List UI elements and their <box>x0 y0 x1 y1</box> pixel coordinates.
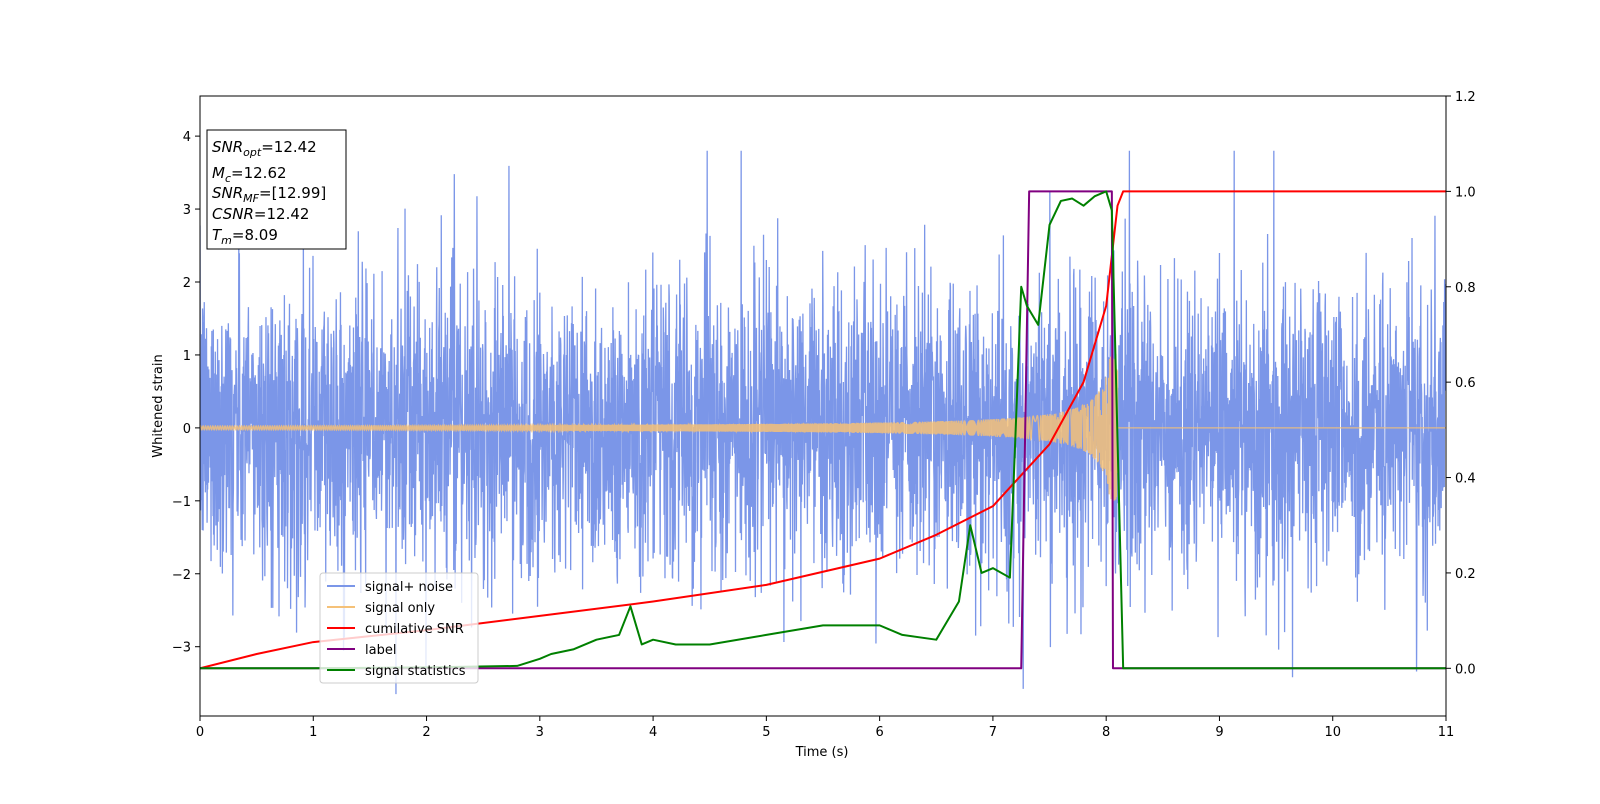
svg-text:signal statistics: signal statistics <box>365 664 466 679</box>
y-axis-left: −3 −2 −1 0 1 2 3 4 <box>172 130 200 656</box>
y-right-tick-label-5: 1.0 <box>1455 185 1476 200</box>
svg-text:label: label <box>365 643 396 658</box>
x-tick-label-5: 5 <box>762 725 770 740</box>
y-right-tick-label-1: 0.2 <box>1455 567 1476 582</box>
y-left-tick-label-6: 3 <box>183 203 191 218</box>
y-right-tick-label-6: 1.2 <box>1455 90 1476 105</box>
info-tm: Tm=8.09 <box>212 226 278 247</box>
legend-entry-label: label <box>327 643 396 658</box>
legend-entry-signal-statistics: signal statistics <box>327 664 466 679</box>
info-snr-opt: SNRopt=12.42 <box>212 138 317 159</box>
x-tick-label-11: 11 <box>1438 725 1455 740</box>
y-right-tick-label-2: 0.4 <box>1455 472 1476 487</box>
info-snr-mf: SNRMF=[12.99] <box>212 184 326 205</box>
x-tick-label-1: 1 <box>309 725 317 740</box>
y-left-tick-label-4: 1 <box>183 349 191 364</box>
x-tick-label-0: 0 <box>196 725 204 740</box>
x-tick-label-4: 4 <box>649 725 657 740</box>
info-mc: Mc=12.62 <box>212 164 287 185</box>
series-signal-only-line <box>200 356 1446 501</box>
y-left-tick-label-2: −1 <box>172 495 191 510</box>
x-tick-label-6: 6 <box>875 725 883 740</box>
x-axis-label: Time (s) <box>795 745 849 760</box>
y-left-tick-label-3: 0 <box>183 422 191 437</box>
y-left-tick-label-5: 2 <box>183 276 191 291</box>
series-signal-statistics-line <box>200 190 1446 670</box>
svg-text:signal only: signal only <box>365 601 435 616</box>
legend: signal+ noise signal only cumilative SNR… <box>319 572 479 684</box>
info-box: SNRopt=12.42 Mc=12.62 SNRMF=[12.99] CSNR… <box>206 129 347 250</box>
x-tick-label-10: 10 <box>1324 725 1341 740</box>
y-left-tick-label-0: −3 <box>172 641 191 656</box>
x-tick-label-3: 3 <box>536 725 544 740</box>
y-right-tick-label-3: 0.6 <box>1455 376 1476 391</box>
legend-entry-signal-only: signal only <box>327 601 435 616</box>
x-axis: 0 1 2 3 4 5 6 7 8 9 10 11 <box>196 716 1454 740</box>
y-axis-right: 0.0 0.2 0.4 0.6 0.8 1.0 1.2 <box>1446 90 1476 677</box>
x-tick-label-7: 7 <box>989 725 997 740</box>
x-tick-label-9: 9 <box>1215 725 1223 740</box>
legend-entry-cumulative-snr: cumilative SNR <box>327 622 464 637</box>
y-axis-label: Whitened strain <box>151 354 166 457</box>
legend-entry-signal-noise: signal+ noise <box>327 580 453 595</box>
y-left-tick-label-1: −2 <box>172 568 191 583</box>
svg-text:signal+ noise: signal+ noise <box>365 580 453 595</box>
x-tick-label-8: 8 <box>1102 725 1110 740</box>
series-signal-noise-line <box>200 150 1446 695</box>
info-csnr: CSNR=12.42 <box>212 205 309 223</box>
y-right-tick-label-4: 0.8 <box>1455 281 1476 296</box>
plot-frame <box>199 95 1447 717</box>
y-left-tick-label-7: 4 <box>183 130 191 145</box>
x-tick-label-2: 2 <box>422 725 430 740</box>
y-right-tick-label-0: 0.0 <box>1455 662 1476 677</box>
svg-text:cumilative SNR: cumilative SNR <box>365 622 464 637</box>
